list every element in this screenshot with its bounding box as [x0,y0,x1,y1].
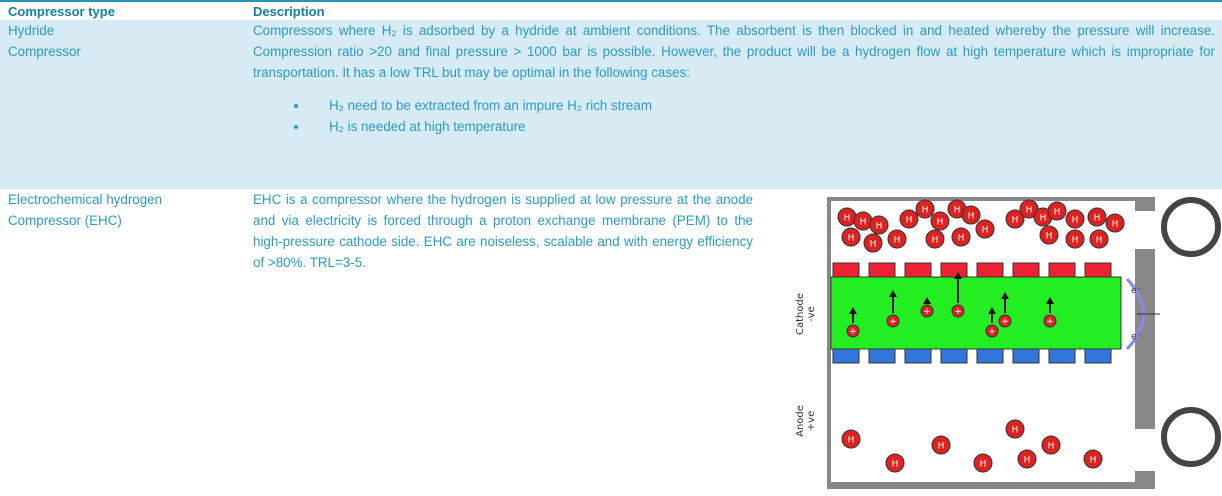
proton-label: + [889,317,897,327]
molecule-label: H [906,216,913,226]
bullet: H₂ need to be extracted from an impure H… [309,95,1215,116]
page: Compressor type Description Hydride Comp… [0,0,1222,496]
molecule-label: H [1024,456,1031,466]
molecule-label: H [848,234,855,244]
cathode-plate [1013,263,1039,277]
molecule-label: H [958,234,965,244]
molecule-label: H [982,226,989,236]
molecule-label: H [1090,456,1097,466]
molecule-label: H [1012,216,1019,226]
proton-label: + [1001,317,1009,327]
anode-plate [1085,349,1111,363]
cathode-label: Cathode [795,293,806,335]
anode-plate [869,349,895,363]
molecule-label: H [848,436,855,446]
proton-label: + [849,327,857,337]
molecule-label: H [932,236,939,246]
type-line: Compressor (EHC) [8,213,122,228]
molecule-label: H [1112,220,1119,230]
type-line: Hydride [8,23,54,38]
proton-label: + [923,307,931,317]
description: EHC is a compressor where the hydrogen i… [253,189,753,273]
molecule-label: H [894,236,901,246]
proton-label: + [988,327,996,337]
cathode-plate [941,263,967,277]
description: Compressors where H₂ is adsorbed by a hy… [253,20,1215,83]
cathode-plate [869,263,895,277]
cathode-plate [1085,263,1111,277]
anode-plate [833,349,859,363]
membrane [831,277,1121,349]
anode-plate [1049,349,1075,363]
molecule-label: H [870,240,877,250]
type-cell: Hydride Compressor [8,20,248,62]
anode-plate [1013,349,1039,363]
bullet-list: H₂ need to be extracted from an impure H… [253,95,1215,137]
molecule-label: H [1096,236,1103,246]
molecule-label: H [954,206,961,216]
anode-label: +ve [806,411,817,431]
molecule-label: H [980,460,987,470]
table-row: Electrochemical hydrogen Compressor (EHC… [0,189,1222,496]
molecule-label: H [876,222,883,232]
description-cell: Compressors where H₂ is adsorbed by a hy… [253,20,1215,137]
electron-label: e⁻ [1131,332,1142,342]
cathode-plate [905,263,931,277]
molecule-label: H [860,218,867,228]
header-cell: Compressor type [8,4,115,19]
molecule-label: H [1072,216,1079,226]
table-row: Hydride Compressor Compressors where H₂ … [0,20,1222,189]
anode-label: Anode [795,405,806,437]
type-cell: Electrochemical hydrogen Compressor (EHC… [8,189,248,231]
molecule-label: H [1046,232,1053,242]
cathode-plate [1049,263,1075,277]
header-cell: Description [253,4,325,19]
cathode-plate [833,263,859,277]
molecule-label: H [1026,206,1033,216]
molecule-label: H [1048,442,1055,452]
molecule-label: H [1054,208,1061,218]
molecule-label: H [938,442,945,452]
tank [1164,200,1218,254]
molecule-label: H [968,212,975,222]
molecule-label: H [1094,214,1101,224]
table-header: Compressor type Description [0,0,1222,22]
proton-label: + [1046,317,1054,327]
type-line: Compressor [8,44,81,59]
cathode-label: -ve [806,306,817,321]
molecule-label: H [922,206,929,216]
cathode-plate [977,263,1003,277]
anode-plate [905,349,931,363]
molecule-label: H [1012,426,1019,436]
molecule-label: H [844,214,851,224]
molecule-label: H [892,460,899,470]
anode-plate [977,349,1003,363]
molecule-label: H [1040,214,1047,224]
type-line: Electrochemical hydrogen [8,192,162,207]
molecule-label: H [937,218,944,228]
tank [1164,410,1218,464]
anode-plate [941,349,967,363]
bullet: H₂ is needed at high temperature [309,116,1215,137]
molecule-label: H [1072,236,1079,246]
electron-label: e⁻ [1131,286,1142,296]
proton-label: + [954,307,962,317]
